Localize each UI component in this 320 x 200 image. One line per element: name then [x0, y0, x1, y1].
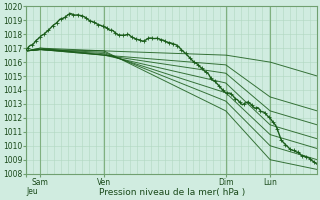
Text: Jeu: Jeu [26, 187, 38, 196]
X-axis label: Pression niveau de la mer( hPa ): Pression niveau de la mer( hPa ) [99, 188, 245, 197]
